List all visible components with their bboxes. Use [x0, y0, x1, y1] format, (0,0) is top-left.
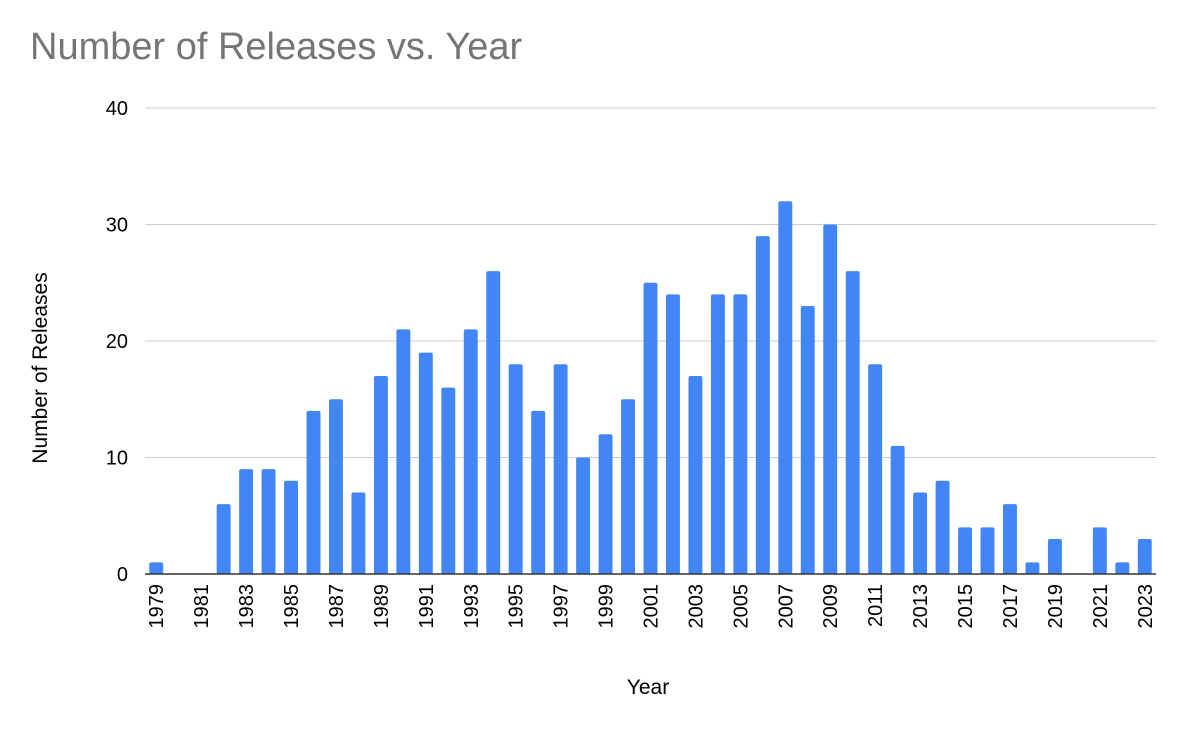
- x-tick-label: 2019: [1045, 584, 1067, 629]
- x-tick-label: 1997: [551, 584, 573, 629]
- y-tick-label: 30: [106, 215, 128, 237]
- y-tick-label: 0: [117, 564, 128, 586]
- x-tick-label: 1979: [146, 584, 168, 629]
- x-axis-title: Year: [627, 676, 669, 699]
- bar-1985: [284, 480, 298, 574]
- bar-1994: [486, 271, 501, 574]
- x-tick-label: 2003: [685, 584, 707, 629]
- chart-title: Number of Releases vs. Year: [30, 26, 523, 68]
- bar-2006: [755, 236, 770, 574]
- bar-2009: [823, 224, 838, 574]
- bar-1988: [351, 492, 366, 574]
- bar-1995: [508, 364, 523, 574]
- bar-2014: [935, 480, 950, 574]
- x-tick-label: 1991: [416, 584, 438, 629]
- x-tick-label: 1987: [326, 584, 348, 629]
- bar-2001: [643, 282, 658, 574]
- bar-1979: [149, 562, 164, 574]
- x-tick-label: 1989: [371, 584, 393, 629]
- x-tick-label: 2017: [1000, 584, 1022, 629]
- bar-1999: [598, 434, 613, 574]
- x-tick-label: 1983: [236, 584, 258, 629]
- bar-2012: [890, 445, 905, 574]
- bar-1996: [531, 410, 546, 574]
- bar-1986: [306, 410, 321, 574]
- x-tick-label: 1981: [191, 584, 213, 629]
- bar-1982: [216, 504, 231, 574]
- x-tick-label: 2009: [820, 584, 842, 629]
- x-tick-label: 1999: [596, 584, 618, 629]
- bar-2013: [913, 492, 928, 574]
- axes: 0 10 20 30 40 1979 1981 1983 1985 1987 1989 1991 199…: [106, 98, 1157, 629]
- x-tick-label: 2001: [641, 584, 663, 629]
- y-tick-label: 20: [106, 331, 128, 353]
- bar-1989: [373, 375, 388, 574]
- x-tick-label: 1985: [281, 584, 303, 629]
- y-tick-label: 40: [106, 98, 128, 120]
- bar-2007: [778, 201, 793, 574]
- axis-labels: Year Number of Releases: [29, 272, 669, 699]
- bar-1987: [329, 399, 343, 574]
- bar-2008: [800, 306, 815, 574]
- bar-1993: [463, 329, 478, 574]
- bar-2005: [733, 294, 748, 574]
- bar-1990: [396, 329, 411, 574]
- x-tick-label: 1995: [506, 584, 528, 629]
- bars: [149, 201, 1152, 574]
- bar-1998: [576, 457, 591, 574]
- bar-2016: [980, 527, 995, 574]
- x-tick-label: 2011: [865, 584, 887, 627]
- x-tick-label: 2023: [1135, 584, 1157, 629]
- bar-2017: [1003, 504, 1017, 574]
- bar-1984: [261, 469, 276, 574]
- bar-2002: [666, 294, 680, 574]
- x-tick-label: 2013: [910, 584, 932, 629]
- bar-2011: [868, 364, 883, 574]
- bar-1991: [418, 352, 433, 574]
- y-axis-title: Number of Releases: [29, 272, 52, 463]
- x-tick-label: 2015: [955, 584, 977, 629]
- bar-1997: [553, 364, 568, 574]
- x-tick-label: 1993: [461, 584, 483, 629]
- bar-2003: [688, 375, 703, 574]
- bar-2022: [1115, 562, 1130, 574]
- bar-2018: [1025, 562, 1040, 574]
- bar-2023: [1137, 539, 1152, 574]
- bar-1983: [239, 469, 254, 574]
- bar-2019: [1047, 539, 1062, 574]
- bar-1992: [441, 387, 456, 574]
- bar-2015: [958, 527, 972, 574]
- y-tick-label: 10: [106, 448, 128, 470]
- x-tick-label: 2007: [775, 584, 797, 629]
- bar-2010: [845, 271, 860, 574]
- bar-2004: [710, 294, 725, 574]
- x-tick-label: 2021: [1090, 584, 1112, 629]
- bar-2021: [1092, 527, 1107, 574]
- x-tick-label: 2005: [730, 584, 752, 629]
- bar-2000: [621, 399, 635, 574]
